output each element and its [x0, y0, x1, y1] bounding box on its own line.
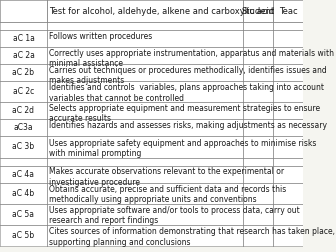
Bar	[0, 30, 47, 47]
Bar	[0, 64, 47, 81]
Bar	[273, 183, 303, 204]
Bar	[273, 22, 303, 30]
Text: aC 4b: aC 4b	[12, 189, 35, 198]
Text: Correctly uses appropriate instrumentation, apparatus and materials with minimal: Correctly uses appropriate instrumentati…	[49, 49, 334, 68]
Bar	[243, 136, 273, 158]
Text: Makes accurate observations relevant to the experimental or investigative proced: Makes accurate observations relevant to …	[49, 168, 285, 187]
Bar	[0, 225, 47, 246]
Bar	[0, 119, 47, 136]
Bar	[273, 0, 303, 22]
Text: Test for alcohol, aldehyde, alkene and carboxylic acid: Test for alcohol, aldehyde, alkene and c…	[49, 7, 275, 16]
Text: aC 2b: aC 2b	[12, 68, 35, 77]
Bar	[47, 119, 243, 136]
Bar	[0, 166, 47, 183]
Bar	[243, 47, 273, 64]
Bar	[0, 204, 47, 225]
Bar	[273, 225, 303, 246]
Text: aC 2a: aC 2a	[12, 51, 34, 60]
Text: aC3a: aC3a	[14, 123, 33, 132]
Text: Carries out techniques or procedures methodically, identifies issues and makes a: Carries out techniques or procedures met…	[49, 66, 327, 85]
Bar	[47, 81, 243, 102]
Bar	[47, 30, 243, 47]
Bar	[273, 166, 303, 183]
Bar	[273, 102, 303, 119]
Bar	[0, 47, 47, 64]
Bar	[273, 81, 303, 102]
Bar	[273, 136, 303, 158]
Text: Follows written procedures: Follows written procedures	[49, 32, 153, 41]
Bar	[47, 166, 243, 183]
Bar	[243, 166, 273, 183]
Bar	[0, 183, 47, 204]
Bar	[243, 81, 273, 102]
Text: aC 2c: aC 2c	[13, 87, 34, 96]
Text: aC 5b: aC 5b	[12, 231, 35, 240]
Bar	[273, 30, 303, 47]
Bar	[47, 136, 243, 158]
Bar	[273, 64, 303, 81]
Bar	[0, 136, 47, 158]
Text: Teac: Teac	[279, 7, 297, 16]
Bar	[273, 119, 303, 136]
Bar	[47, 0, 243, 22]
Text: aC 3b: aC 3b	[12, 142, 35, 151]
Bar	[0, 81, 47, 102]
Bar	[0, 158, 47, 166]
Bar	[0, 22, 47, 30]
Text: Selects appropriate equipment and measurement strategies to ensure accurate resu: Selects appropriate equipment and measur…	[49, 104, 321, 123]
Bar	[47, 183, 243, 204]
Bar	[273, 47, 303, 64]
Bar	[243, 30, 273, 47]
Bar	[47, 22, 243, 30]
Bar	[243, 0, 273, 22]
Bar	[243, 158, 273, 166]
Text: aC 2d: aC 2d	[12, 106, 35, 115]
Text: aC 5a: aC 5a	[12, 210, 35, 219]
Bar	[47, 64, 243, 81]
Bar	[243, 22, 273, 30]
Bar	[243, 64, 273, 81]
Bar	[243, 225, 273, 246]
Bar	[47, 204, 243, 225]
Bar	[273, 204, 303, 225]
Text: Cites sources of information demonstrating that research has taken place, suppor: Cites sources of information demonstrati…	[49, 227, 335, 246]
Bar	[243, 119, 273, 136]
Text: Identifies hazards and assesses risks, making adjustments as necessary: Identifies hazards and assesses risks, m…	[49, 121, 327, 130]
Bar	[243, 183, 273, 204]
Text: Obtains accurate, precise and sufficient data and records this methodically usin: Obtains accurate, precise and sufficient…	[49, 185, 287, 204]
Text: Uses appropriate software and/or tools to process data, carry out research and r: Uses appropriate software and/or tools t…	[49, 206, 300, 225]
Text: aC 1a: aC 1a	[12, 34, 34, 43]
Bar	[243, 102, 273, 119]
Bar	[273, 158, 303, 166]
Bar	[243, 204, 273, 225]
Bar	[47, 102, 243, 119]
Text: Uses appropriate safety equipment and approaches to minimise risks with minimal : Uses appropriate safety equipment and ap…	[49, 139, 317, 158]
Text: Identifies and controls  variables, plans approaches taking into account variabl: Identifies and controls variables, plans…	[49, 83, 325, 103]
Bar	[0, 102, 47, 119]
Text: aC 4a: aC 4a	[12, 170, 35, 179]
Bar	[47, 225, 243, 246]
Bar	[0, 0, 47, 22]
Text: Student: Student	[241, 7, 274, 16]
Bar	[47, 158, 243, 166]
Bar	[47, 47, 243, 64]
